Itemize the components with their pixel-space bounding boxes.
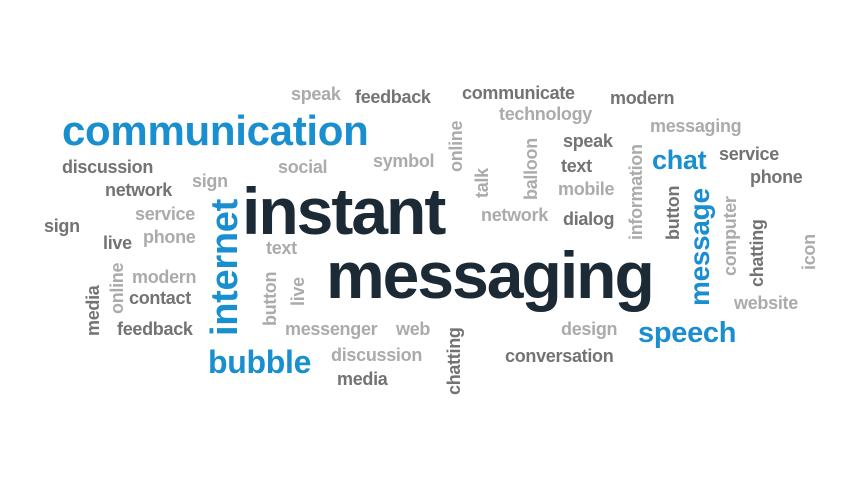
word-chatting-right: chatting — [747, 219, 767, 287]
word-message: message — [684, 188, 715, 306]
word-messaging-small: messaging — [650, 116, 742, 136]
word-service-right: service — [719, 144, 779, 164]
word-conversation: conversation — [505, 346, 614, 366]
word-website: website — [734, 293, 798, 313]
word-bubble: bubble — [208, 344, 312, 380]
word-contact: contact — [129, 288, 191, 308]
word-social: social — [278, 157, 328, 177]
word-phone-right: phone — [750, 167, 803, 187]
word-button-right: button — [663, 185, 683, 240]
word-talk: talk — [472, 168, 492, 198]
word-speak-top: speak — [291, 84, 341, 104]
word-messenger: messenger — [285, 319, 378, 339]
word-web: web — [396, 319, 431, 339]
word-modern-left: modern — [132, 267, 197, 287]
word-modern-top: modern — [610, 88, 675, 108]
word-messaging: messaging — [326, 238, 655, 312]
word-balloon: balloon — [521, 138, 541, 200]
word-chatting-mid: chatting — [444, 327, 464, 395]
word-sign-left-upper: sign — [192, 171, 228, 191]
word-network-mid: network — [481, 205, 548, 225]
word-chat: chat — [652, 145, 707, 175]
word-media-left: media — [83, 285, 103, 336]
word-feedback-top: feedback — [355, 87, 431, 107]
word-text-right: text — [561, 156, 592, 176]
word-media-bottom: media — [337, 369, 388, 389]
word-button-mid: button — [260, 271, 280, 326]
word-service-left: service — [135, 204, 195, 224]
word-phone-left: phone — [143, 227, 196, 247]
word-instant: instant — [242, 174, 446, 248]
word-speech: speech — [638, 317, 737, 349]
word-online-left: online — [107, 262, 127, 314]
word-technology: technology — [499, 104, 593, 124]
word-communication: communication — [62, 107, 369, 154]
word-computer: computer — [720, 196, 740, 276]
word-internet: internet — [204, 199, 246, 336]
word-sign-far-left: sign — [44, 216, 80, 236]
word-communicate: communicate — [462, 83, 575, 103]
word-network-left: network — [105, 180, 172, 200]
word-feedback-left: feedback — [117, 319, 193, 339]
word-discussion-left: discussion — [62, 157, 154, 177]
word-information: information — [626, 144, 646, 240]
word-live-left: live — [103, 233, 132, 253]
word-speak-2: speak — [563, 131, 613, 151]
word-dialog: dialog — [563, 209, 615, 229]
word-icon: icon — [799, 234, 819, 270]
word-online-vertical-mid: online — [446, 120, 466, 172]
word-text-mid: text — [266, 238, 297, 258]
word-live-mid: live — [288, 277, 308, 306]
word-symbol: symbol — [373, 151, 435, 171]
word-mobile: mobile — [558, 179, 615, 199]
word-design: design — [561, 319, 618, 339]
word-discussion-bottom: discussion — [331, 345, 423, 365]
